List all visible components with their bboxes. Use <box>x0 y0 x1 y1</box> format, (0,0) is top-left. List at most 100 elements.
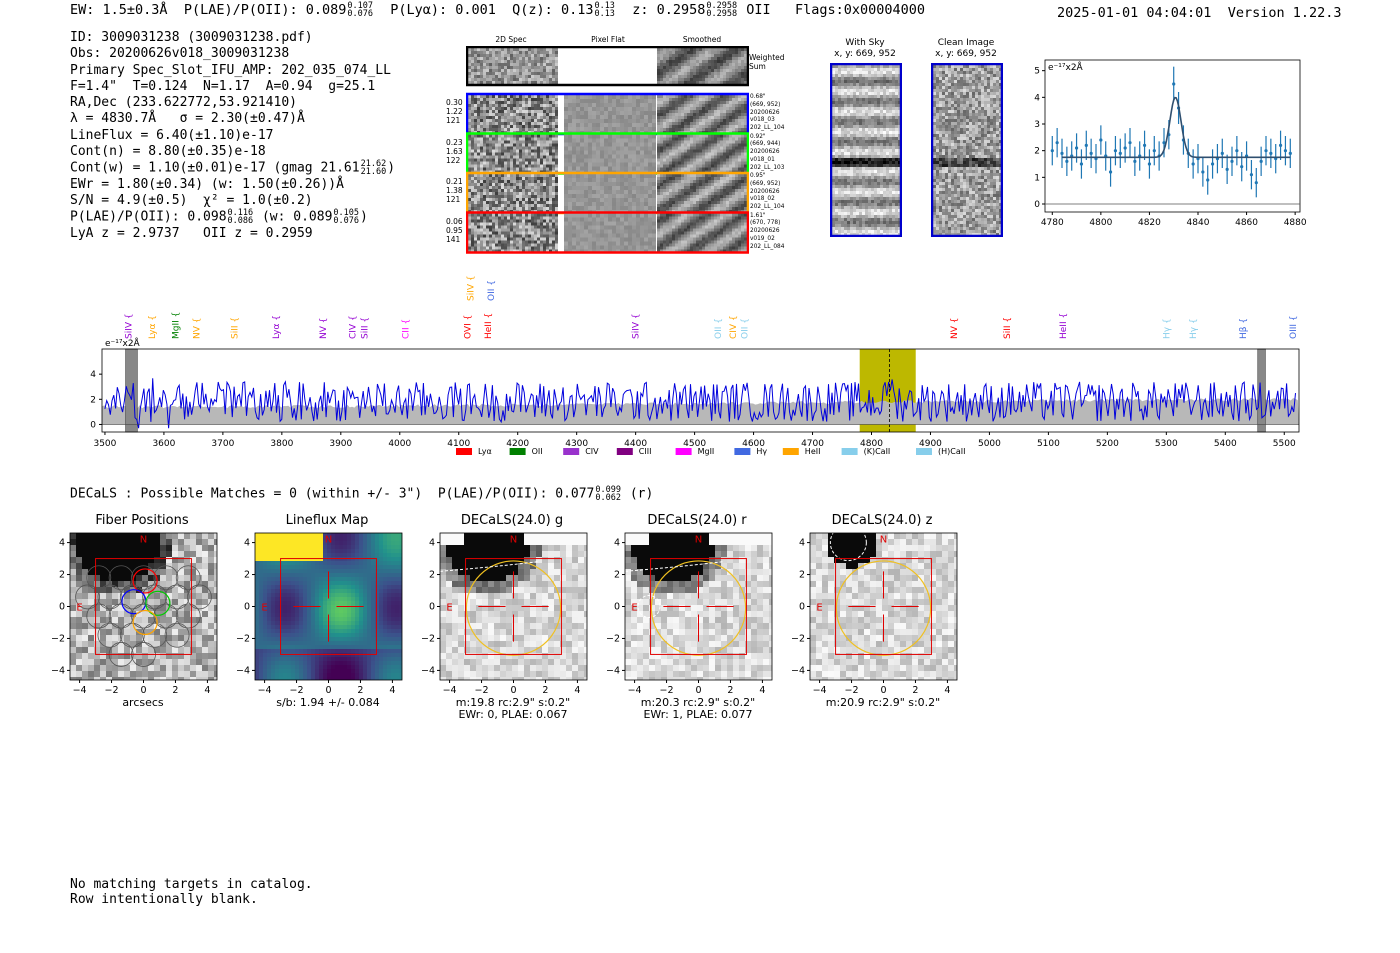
search-box <box>95 558 192 655</box>
info-contn: Cont(n) = 8.80(±0.35)e-18 <box>70 144 266 160</box>
col-label-pixelflat: Pixel Flat <box>591 35 625 44</box>
info-sn: S/N = 4.9(±0.5) χ² = 1.0(±0.2) <box>70 192 313 208</box>
spectrum-frame <box>101 348 1300 433</box>
north-label: N <box>880 535 887 546</box>
cutout-ytick-label: 4 <box>429 538 435 549</box>
cutout-ytick-label: −2 <box>236 633 250 644</box>
legend-label: (H)CaII <box>938 447 965 456</box>
cutout-xtick-label: 0 <box>140 685 146 696</box>
fit-data-point <box>1162 141 1166 145</box>
spectral-line-label: SiIV { <box>125 313 135 339</box>
spectral-line-label: NV { <box>950 318 960 339</box>
cutout-ytick-label: −4 <box>51 665 65 676</box>
cutout-row-right-label: 0.95" (669, 952) 20200626 v018_02 202_LL_104 <box>750 173 785 211</box>
cutout-panel-fiber: N E −4 −4 −2 −2 0 0 2 2 4 4 <box>51 532 218 696</box>
spectral-line-label: SiIV { <box>632 313 642 339</box>
legend-swatch <box>563 448 580 455</box>
spectrum-xtick-label: 3600 <box>152 439 175 449</box>
cutout-ytick-label: 2 <box>429 570 435 581</box>
cutout-ytick-label: −4 <box>606 665 620 676</box>
cutout-panel-caption: m:19.8 rc:2.9" s:0.2" EWr: 0, PLAE: 0.067 <box>455 696 571 721</box>
cutout-image <box>810 533 957 680</box>
fit-data-point <box>1060 151 1064 155</box>
neighbor-ellipse <box>440 561 538 572</box>
cutout-row-right-label: 0.68" (669, 952) 20200626 v018_03 202_LL_104 <box>750 94 785 132</box>
cutout-ytick-label: 2 <box>59 570 65 581</box>
fit-ytick-label: 1 <box>1034 173 1040 183</box>
cutout-xtick-label: 4 <box>204 685 210 696</box>
fit-data-point <box>1264 149 1268 153</box>
noise-band <box>102 398 1299 425</box>
cutout-row-left-label: 0.23 1.63 122 <box>446 137 463 165</box>
cutout-xtick-label: 0 <box>880 685 886 696</box>
fiber-circle <box>131 565 156 591</box>
spectrum-xtick-label: 4700 <box>801 439 824 449</box>
spectrum-xtick-label: 3500 <box>93 439 116 449</box>
fit-xtick-label: 4860 <box>1235 218 1258 228</box>
spectrum-xtick-label: 3900 <box>329 439 352 449</box>
fiber-highlight <box>132 568 158 594</box>
cutout-xtick-label: 4 <box>574 685 580 696</box>
with-sky-frame <box>830 63 902 237</box>
cutout-xtick-label: 2 <box>912 685 918 696</box>
cutout-panel-title: Lineflux Map <box>285 513 369 528</box>
info-lyaz: LyA z = 2.9737 OII z = 0.2959 <box>70 225 313 241</box>
legend-label: OII <box>532 447 543 456</box>
north-label: N <box>140 535 147 546</box>
search-box <box>650 558 747 655</box>
cutout-xtick-label: 4 <box>944 685 950 696</box>
spectrum-ytick-label: 0 <box>90 420 96 430</box>
fit-data-point <box>1269 151 1273 155</box>
decals-summary: DECaLS : Possible Matches = 0 (within +/… <box>70 485 654 503</box>
fit-data-point <box>1050 149 1054 153</box>
detection-info: ID: 3009031238 (3009031238.pdf) Obs: 202… <box>70 30 395 242</box>
fit-xtick-label: 4820 <box>1138 218 1161 228</box>
fit-data-point <box>1210 162 1215 166</box>
fiber-circle <box>108 603 134 629</box>
plae-value: P(LAE)/P(OII): 0.089 <box>183 2 347 18</box>
weighted-sum-label: Weighted Sum <box>749 53 785 71</box>
info-plae: P(LAE)/P(OII): 0.0980.116 0.086 (w: 0.089… <box>70 208 368 227</box>
legend-entry: (K)CaII <box>841 447 890 456</box>
legend-label: MgII <box>698 447 715 456</box>
north-label: N <box>510 535 517 546</box>
legend-swatch <box>782 448 799 455</box>
aperture-circle <box>465 560 562 656</box>
legend-entry: HeII <box>782 447 820 456</box>
spectral-line-label: CIV { <box>349 315 359 339</box>
footer-line-2: Row intentionally blank. <box>70 892 258 907</box>
cutout-xtick-label: −2 <box>845 685 859 696</box>
cutout-ytick-label: 0 <box>614 602 620 613</box>
cutout-xtick-label: −2 <box>290 685 304 696</box>
cutout-xtick-label: −2 <box>660 685 674 696</box>
fiber-circle <box>86 565 112 591</box>
legend-entry: OII <box>509 447 543 456</box>
fit-data-point <box>1147 162 1152 166</box>
cutout-row-left-label: 0.30 1.22 121 <box>446 98 463 125</box>
cutout-xtick-label: −4 <box>73 685 87 696</box>
legend-entry: Hγ <box>734 447 767 456</box>
cutout-row-right-label: 0.92" (669, 944) 20200626 v018_01 202_LL_103 <box>750 133 785 171</box>
cutout-row-left-label: 0.06 0.95 141 <box>446 216 463 244</box>
fiber-circle <box>175 603 201 629</box>
neighbor-ellipse <box>829 533 867 562</box>
fit-data-point <box>1128 141 1132 145</box>
fiber-circle <box>119 622 145 648</box>
fiber-circle <box>75 584 100 610</box>
z-upper: 0.2958 <box>706 1 738 11</box>
clean-image <box>931 63 1003 237</box>
z-line: OII <box>746 2 771 18</box>
weighted-sum-frame <box>466 46 749 87</box>
cutout-ytick-label: −2 <box>421 633 435 644</box>
cutout-ytick-label: −2 <box>51 633 65 644</box>
col-label-2dspec: 2D Spec <box>495 35 527 44</box>
spectral-line-label: SiIV { <box>467 275 477 301</box>
spectral-line-label: Lyα { <box>272 315 282 339</box>
fit-data-point <box>1123 146 1127 150</box>
fit-ytick-label: 2 <box>1034 147 1040 157</box>
fit-data-point <box>1099 138 1103 142</box>
info-lineflux: LineFlux = 6.40(±1.10)e-17 <box>70 127 274 143</box>
spectral-line-label: Hγ { <box>1162 318 1172 339</box>
cutout-ytick-label: 4 <box>614 538 620 549</box>
spectrum-xtick-label: 4100 <box>447 439 470 449</box>
